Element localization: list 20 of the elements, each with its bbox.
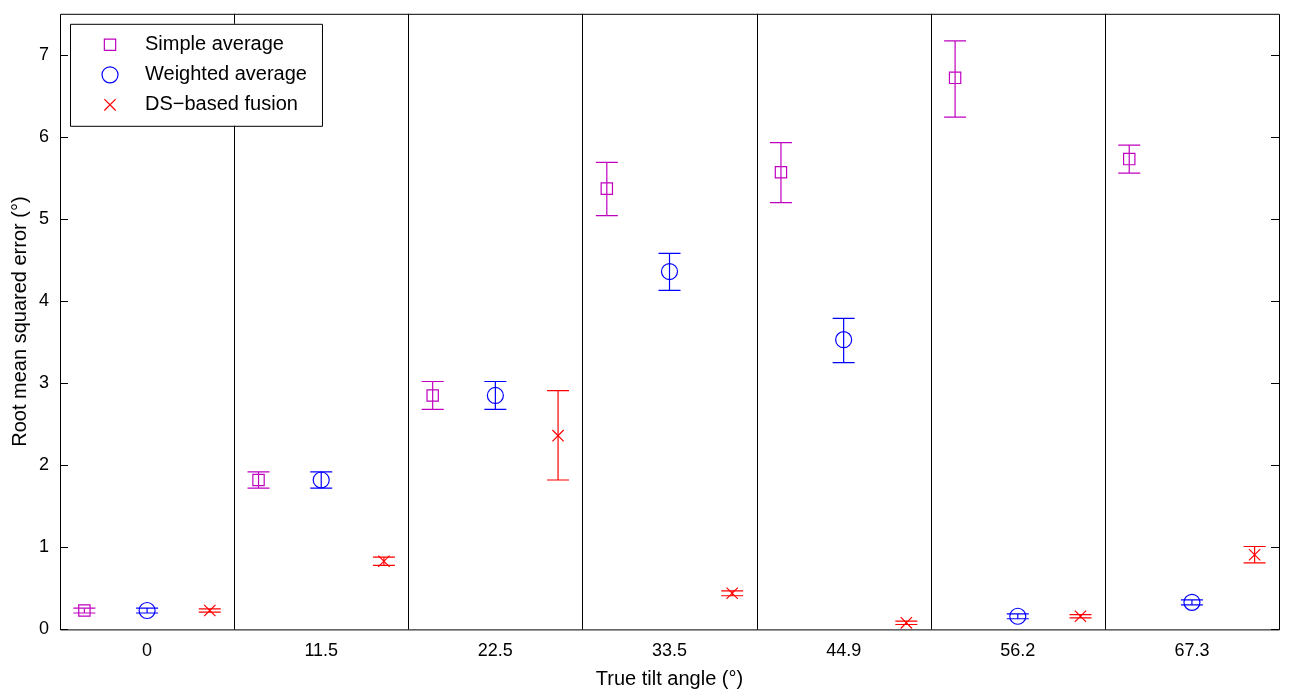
x-tick-label: 67.3: [1174, 640, 1210, 661]
y-tick-label: 6: [39, 125, 50, 146]
y-tick-label: 4: [39, 290, 50, 311]
x-tick-label: 11.5: [304, 640, 339, 661]
y-axis-title: Root mean squared error (°): [7, 196, 30, 447]
y-tick-label: 0: [39, 618, 50, 639]
x-tick-label: 0: [142, 640, 153, 661]
y-tick-label: 5: [39, 207, 50, 228]
legend-label: Weighted average: [145, 62, 307, 85]
x-tick-label: 56.2: [1000, 640, 1036, 661]
y-tick-label: 7: [39, 43, 50, 64]
x-tick-label: 44.9: [826, 640, 862, 661]
x-tick-label: 22.5: [477, 640, 513, 661]
y-tick-label: 2: [39, 454, 50, 475]
y-tick-label: 3: [39, 372, 50, 393]
x-tick-label: 33.5: [651, 640, 688, 661]
y-tick-label: 1: [39, 536, 50, 557]
legend-label: DS−based fusion: [145, 92, 298, 115]
x-axis-title: True tilt angle (°): [595, 666, 744, 689]
legend-label: Simple average: [145, 32, 284, 55]
